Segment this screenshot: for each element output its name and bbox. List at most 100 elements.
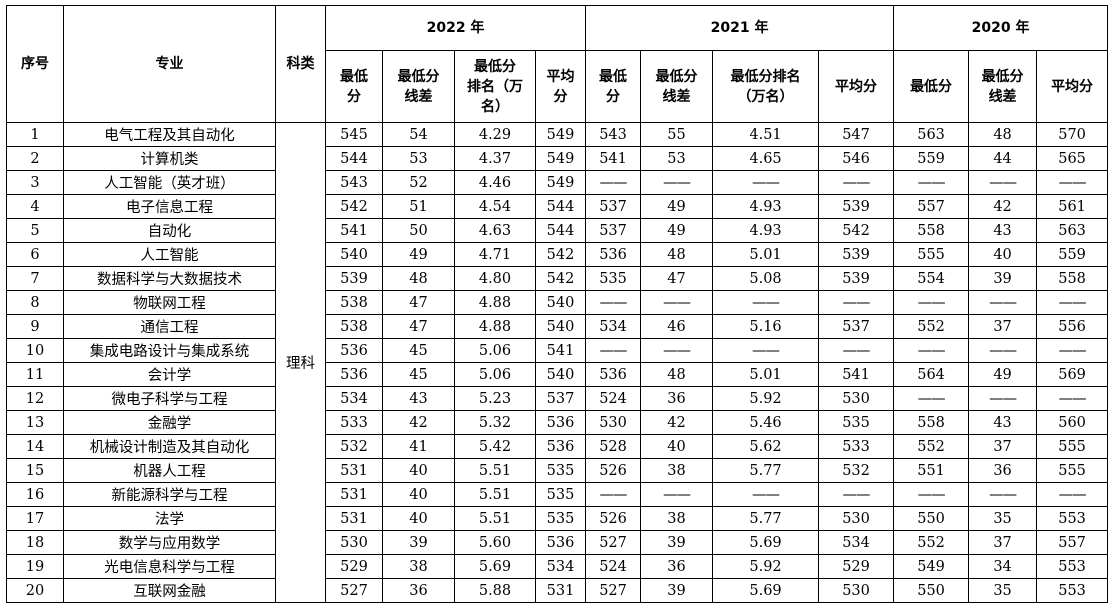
cell-2021-min-diff: 39 <box>640 578 714 603</box>
cell-major: 人工智能 <box>63 242 276 267</box>
cell-2021-min-score: 535 <box>585 266 642 291</box>
cell-2020-min-diff: —— <box>968 338 1038 363</box>
header-2022-min-score: 最低分 <box>325 50 383 123</box>
table-row: 10 集成电路设计与集成系统 536 45 5.06 541 —— —— —— —— —— —— —— <box>6 338 1109 363</box>
cell-2021-min-rank: —— <box>712 338 820 363</box>
cell-2020-min-diff: 42 <box>968 194 1038 219</box>
cell-2020-avg-score: —— <box>1036 482 1109 507</box>
header-year-2020: 2020 年 <box>893 5 1109 51</box>
cell-2021-min-rank: 5.01 <box>712 242 820 267</box>
cell-2022-avg-score: 542 <box>534 242 587 267</box>
cell-2021-avg-score: —— <box>818 290 895 315</box>
cell-2021-min-score: 530 <box>585 410 642 435</box>
cell-2022-min-score: 539 <box>325 266 383 291</box>
cell-2020-min-diff: 37 <box>968 434 1038 459</box>
cell-2021-min-rank: 4.93 <box>712 218 820 243</box>
cell-2021-min-score: 527 <box>585 530 642 555</box>
cell-2022-min-diff: 40 <box>382 458 455 483</box>
cell-2020-avg-score: —— <box>1036 290 1109 315</box>
cell-2021-avg-score: 539 <box>818 266 895 291</box>
cell-2022-min-rank: 5.60 <box>454 530 536 555</box>
table-row: 12 微电子科学与工程 534 43 5.23 537 524 36 5.92 530 —— —— —— <box>6 386 1109 411</box>
cell-2022-min-rank: 4.37 <box>454 146 536 171</box>
cell-2020-avg-score: 558 <box>1036 266 1109 291</box>
cell-major: 机器人工程 <box>63 458 276 483</box>
table-row: 1 电气工程及其自动化 理科 545 54 4.29 549 543 55 4.51 547 563 4… <box>6 122 1109 603</box>
cell-2020-min-diff: —— <box>968 170 1038 195</box>
cell-index: 15 <box>6 458 64 483</box>
cell-2020-min-diff: 49 <box>968 362 1038 387</box>
cell-2021-min-diff: 38 <box>640 506 714 531</box>
cell-2021-min-score: 536 <box>585 362 642 387</box>
table-row: 20 互联网金融 527 36 5.88 531 527 39 5.69 530 550 35 553 <box>6 578 1109 603</box>
table-row: 8 物联网工程 538 47 4.88 540 —— —— —— —— —— —— —— <box>6 290 1109 315</box>
cell-2020-min-diff: 34 <box>968 554 1038 579</box>
cell-major: 新能源科学与工程 <box>63 482 276 507</box>
cell-2020-min-score: 549 <box>893 554 970 579</box>
cell-2022-min-score: 541 <box>325 218 383 243</box>
table-row: 11 会计学 536 45 5.06 540 536 48 5.01 541 564 49 569 <box>6 362 1109 387</box>
cell-2022-avg-score: 535 <box>534 506 587 531</box>
cell-2022-min-score: 538 <box>325 314 383 339</box>
cell-2020-min-score: 564 <box>893 362 970 387</box>
cell-2022-min-score: 531 <box>325 506 383 531</box>
cell-2022-avg-score: 544 <box>534 194 587 219</box>
header-category: 科类 <box>275 5 326 123</box>
cell-2021-min-score: 524 <box>585 386 642 411</box>
cell-2022-min-score: 534 <box>325 386 383 411</box>
cell-2021-min-score: —— <box>585 338 642 363</box>
header-index: 序号 <box>6 5 64 123</box>
cell-2022-min-score: 532 <box>325 434 383 459</box>
cell-2020-min-diff: 37 <box>968 314 1038 339</box>
cell-2021-min-score: 524 <box>585 554 642 579</box>
cell-index: 20 <box>6 578 64 603</box>
cell-2022-min-diff: 38 <box>382 554 455 579</box>
cell-2020-min-diff: 39 <box>968 266 1038 291</box>
cell-2021-min-rank: 5.69 <box>712 530 820 555</box>
cell-2021-min-diff: 53 <box>640 146 714 171</box>
cell-2022-min-rank: 4.88 <box>454 314 536 339</box>
cell-2022-min-diff: 51 <box>382 194 455 219</box>
cell-index: 1 <box>6 122 64 147</box>
cell-2021-avg-score: 532 <box>818 458 895 483</box>
cell-index: 17 <box>6 506 64 531</box>
cell-2020-min-diff: 37 <box>968 530 1038 555</box>
cell-2021-min-rank: 5.01 <box>712 362 820 387</box>
cell-2020-avg-score: 553 <box>1036 506 1109 531</box>
table-row: 17 法学 531 40 5.51 535 526 38 5.77 530 550 35 553 <box>6 506 1109 531</box>
cell-2021-min-diff: —— <box>640 290 714 315</box>
cell-2022-avg-score: 534 <box>534 554 587 579</box>
cell-2021-min-score: 537 <box>585 194 642 219</box>
cell-2020-min-diff: 44 <box>968 146 1038 171</box>
cell-index: 8 <box>6 290 64 315</box>
cell-2022-min-rank: 5.51 <box>454 458 536 483</box>
cell-2022-avg-score: 540 <box>534 314 587 339</box>
cell-index: 18 <box>6 530 64 555</box>
cell-2022-min-rank: 4.80 <box>454 266 536 291</box>
admission-score-table: 序号 专业 科类 2022 年 2021 年 2020 年 最低分最低分 线差 最低… <box>6 5 1109 603</box>
cell-2020-min-diff: 48 <box>968 122 1038 147</box>
cell-2022-min-rank: 4.71 <box>454 242 536 267</box>
cell-2022-min-diff: 52 <box>382 170 455 195</box>
cell-2020-avg-score: 557 <box>1036 530 1109 555</box>
cell-2022-min-rank: 4.88 <box>454 290 536 315</box>
cell-2020-min-score: 557 <box>893 194 970 219</box>
table-row: 14 机械设计制造及其自动化 532 41 5.42 536 528 40 5.62 533 552… <box>6 434 1109 459</box>
cell-2022-min-rank: 4.46 <box>454 170 536 195</box>
cell-2020-min-score: 552 <box>893 530 970 555</box>
cell-2020-min-diff: —— <box>968 386 1038 411</box>
header-2022-avg-score: 平均分 <box>534 50 587 123</box>
cell-2022-min-rank: 5.69 <box>454 554 536 579</box>
cell-2021-min-diff: 36 <box>640 554 714 579</box>
cell-2022-avg-score: 535 <box>534 458 587 483</box>
cell-2022-min-score: 529 <box>325 554 383 579</box>
cell-index: 5 <box>6 218 64 243</box>
cell-2022-avg-score: 536 <box>534 530 587 555</box>
cell-2021-min-rank: 5.69 <box>712 578 820 603</box>
cell-2022-min-score: 540 <box>325 242 383 267</box>
cell-index: 19 <box>6 554 64 579</box>
cell-2020-min-diff: 40 <box>968 242 1038 267</box>
cell-2021-min-diff: 48 <box>640 362 714 387</box>
cell-2021-min-rank: 5.08 <box>712 266 820 291</box>
cell-2022-min-rank: 5.42 <box>454 434 536 459</box>
